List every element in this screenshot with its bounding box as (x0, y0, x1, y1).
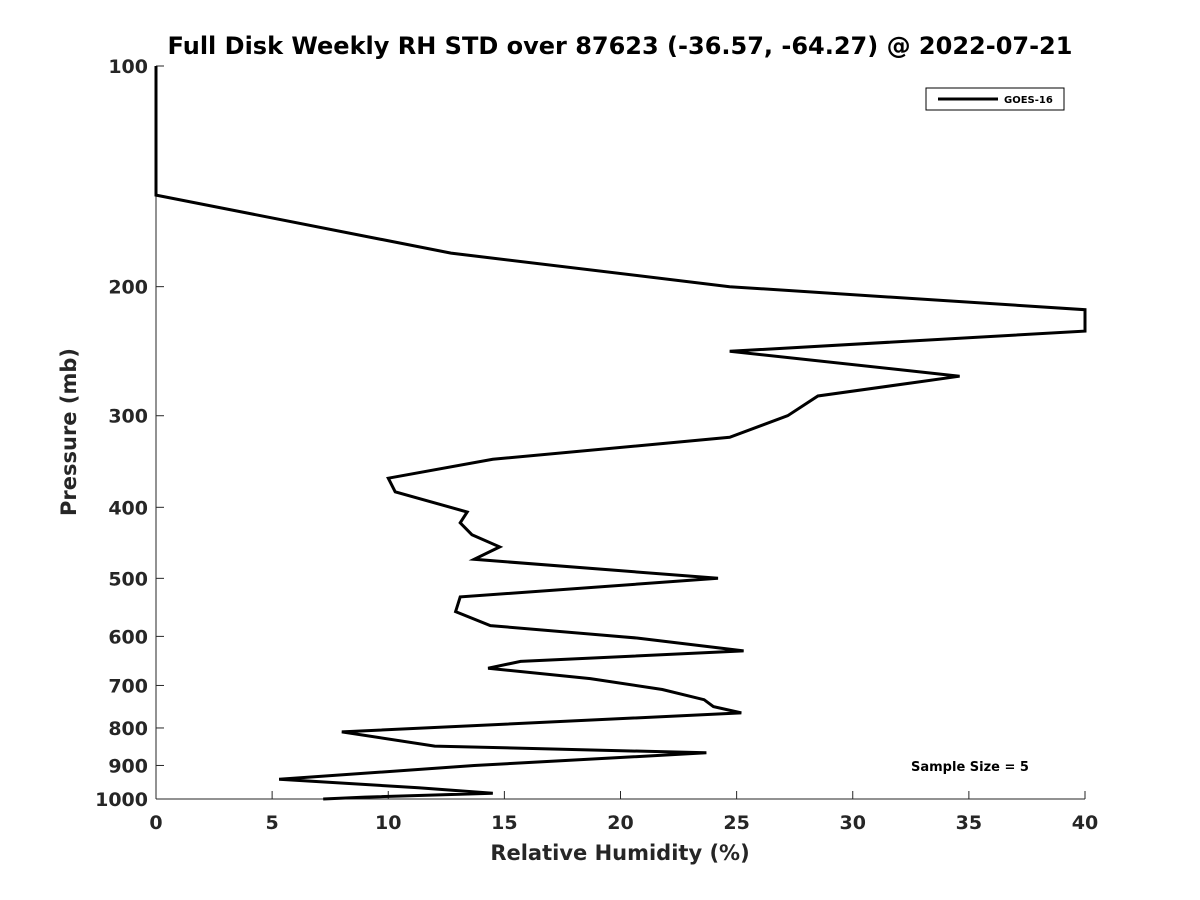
legend: GOES-16 (925, 87, 1065, 111)
plot-area (155, 66, 1085, 800)
x-tick-label: 25 (723, 812, 749, 834)
y-tick-label: 700 (108, 675, 148, 697)
y-tick-label: 200 (108, 277, 148, 299)
x-ticks: 0 5 10 15 20 25 30 35 40 (149, 791, 1098, 834)
x-tick-label: 20 (607, 812, 633, 834)
legend-label: GOES-16 (1004, 95, 1053, 106)
x-tick-label: 35 (956, 812, 982, 834)
series-line (154, 66, 1087, 801)
chart-title: Full Disk Weekly RH STD over 87623 (-36.… (168, 32, 1073, 60)
x-tick-label: 0 (149, 812, 162, 834)
y-ticks: 100 200 300 400 500 600 700 800 900 1000 (95, 56, 164, 811)
y-tick-label: 900 (108, 755, 148, 777)
y-axis-label: Pressure (mb) (57, 348, 81, 516)
y-tick-label: 800 (108, 718, 148, 740)
x-axis-label: Relative Humidity (%) (490, 841, 749, 865)
x-tick-label: 10 (375, 812, 401, 834)
x-tick-label: 30 (840, 812, 866, 834)
x-tick-label: 40 (1072, 812, 1098, 834)
y-tick-label: 100 (108, 56, 148, 78)
series-layer (154, 66, 1087, 801)
y-tick-label: 600 (108, 626, 148, 648)
sample-size-annotation: Sample Size = 5 (911, 760, 1029, 775)
x-tick-label: 15 (491, 812, 517, 834)
x-tick-label: 5 (266, 812, 279, 834)
y-tick-label: 500 (108, 568, 148, 590)
y-tick-label: 400 (108, 497, 148, 519)
y-tick-label: 1000 (95, 789, 148, 811)
y-tick-label: 300 (108, 406, 148, 428)
